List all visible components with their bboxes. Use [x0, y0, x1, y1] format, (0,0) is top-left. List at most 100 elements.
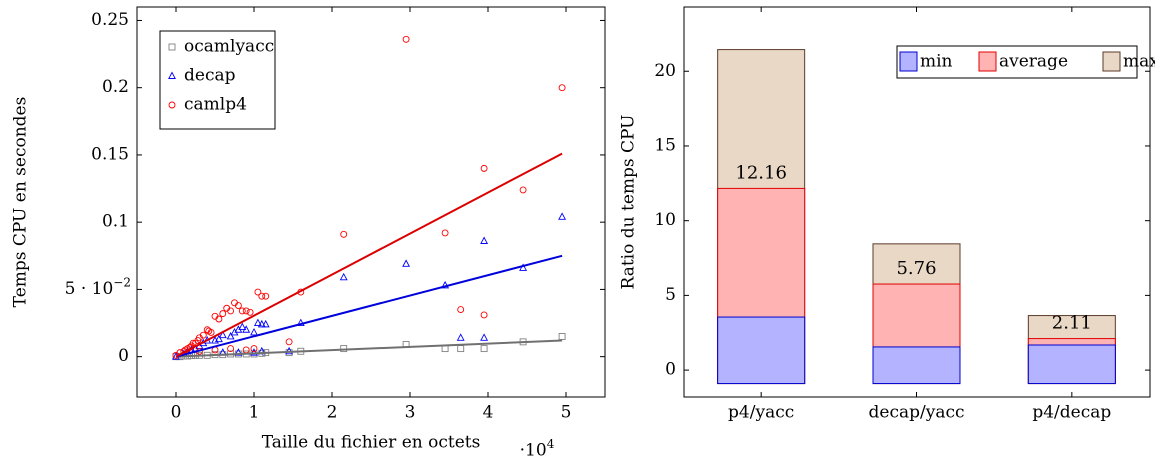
camlp4-point [258, 292, 266, 300]
camlp4-point [234, 302, 242, 310]
ocamlyacc-trendline [175, 339, 563, 358]
camlp4-point [227, 345, 235, 353]
x-tick-label: p4/decap [1032, 403, 1111, 423]
decap-point [261, 319, 270, 328]
decap-point [285, 346, 294, 355]
y-axis-label: Ratio du temps CPU [619, 115, 639, 290]
y-tick-label: 15 [654, 135, 676, 155]
min-bar [1027, 344, 1116, 385]
decap-trendline [175, 254, 563, 358]
legend-box [159, 30, 276, 130]
camlp4-point [199, 331, 207, 339]
x-tick-label: 4 [483, 403, 494, 423]
legend: min average max [896, 45, 1155, 79]
min-bar [872, 346, 961, 385]
ocamlyacc-point [558, 333, 566, 340]
camlp4-point [262, 292, 270, 300]
camlp4-point [215, 315, 223, 323]
legend-camlp4-label: camlp4 [184, 95, 247, 115]
x-multiplier: ·104 [520, 437, 555, 460]
legend-ocamlyacc-marker [168, 43, 176, 51]
ocamlyacc-point [480, 345, 488, 353]
camlp4-point [242, 346, 250, 354]
legend-decap-label: decap [184, 66, 236, 86]
camlp4-point [207, 328, 215, 336]
decap-point [214, 334, 223, 343]
legend-camlp4-marker [168, 101, 176, 109]
decap-point [558, 212, 567, 220]
y-tick-label: 0.15 [91, 144, 129, 164]
y-tick-label: 5 [665, 285, 676, 305]
decap-point [253, 318, 262, 326]
legend-box [896, 45, 1138, 79]
legend-max-swatch [1102, 51, 1121, 72]
decap-point [250, 327, 258, 336]
y-tick-label: 10 [654, 210, 676, 230]
legend-max-label: max [1123, 52, 1155, 72]
data-label: 2.11 [1052, 313, 1092, 334]
y-tick-label: 0.1 [102, 212, 129, 232]
plot-frame [136, 6, 606, 398]
x-tick-label: 0 [171, 403, 182, 423]
camlp4-point [285, 338, 293, 346]
x-tick-label: decap/yacc [869, 403, 965, 423]
decap-point [296, 318, 305, 326]
decap-point [238, 322, 247, 331]
legend-min-label: min [920, 52, 953, 72]
x-multiplier-exponent: 4 [547, 437, 555, 451]
camlp4-point [250, 345, 258, 353]
camlp4-point [402, 35, 410, 43]
x-axis-label: Taille du fichier en octets [262, 433, 481, 453]
decap-point [226, 332, 235, 340]
legend-min-swatch [899, 51, 918, 72]
camlp4-point [254, 288, 262, 296]
stacked-bar-chart: 0 5 10 15 20 p4/yacc decap/yacc p4/decap Ratio d… [619, 6, 1155, 423]
legend: ocamlyacc decap camlp4 [159, 30, 276, 130]
x-tick-label: 3 [405, 403, 416, 423]
x-tick-label: 2 [327, 403, 338, 423]
decap-point [441, 280, 450, 289]
x-tick-label: 5 [561, 403, 572, 423]
legend-average-swatch [978, 51, 997, 72]
legend-ocamlyacc-label: ocamlyacc [184, 37, 274, 57]
y-axis-label: Temps CPU en secondes [11, 97, 31, 308]
y-tick-exponent: −2 [113, 275, 131, 289]
camlp4-point [219, 310, 227, 318]
camlp4-point [558, 84, 566, 92]
y-tick-label: 0.2 [102, 77, 129, 97]
min-bar [717, 316, 806, 385]
camlp4-point [480, 311, 488, 319]
decap-point [218, 330, 227, 339]
decap-point [242, 325, 251, 333]
y-tick-label: 0 [665, 360, 676, 380]
decap-point [456, 333, 465, 341]
y-tick-label: 5 · 10−2 [65, 275, 131, 299]
decap-point [402, 259, 411, 267]
data-label: 12.16 [735, 162, 787, 183]
camlp4-point [242, 307, 250, 315]
camlp4-point [246, 308, 254, 316]
camlp4-trendline [175, 152, 563, 358]
decap-point [234, 348, 243, 356]
decap-point [339, 272, 348, 281]
camlp4-point [519, 186, 527, 194]
y-tick-label: 20 [654, 61, 676, 81]
ocamlyacc-point [457, 345, 465, 353]
decap-point [480, 333, 489, 341]
x-tick-label: p4/yacc [728, 403, 794, 423]
camlp4-point [340, 230, 348, 238]
data-label: 5.76 [896, 258, 936, 279]
legend-average-label: average [999, 52, 1068, 72]
x-tick-label: 1 [249, 403, 260, 423]
camlp4-point [238, 307, 246, 315]
y-tick-label: 0.25 [91, 10, 129, 30]
decap-point [257, 319, 266, 328]
camlp4-point [227, 307, 235, 315]
camlp4-point [457, 306, 465, 314]
camlp4-point [441, 229, 449, 237]
decap-point [480, 236, 489, 244]
decap-point [250, 348, 258, 356]
camlp4-point [480, 164, 488, 172]
